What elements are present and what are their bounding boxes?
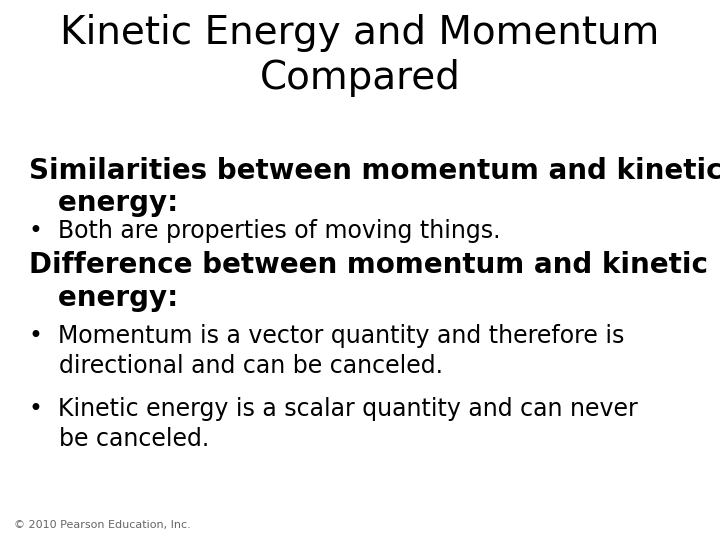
Text: •  Kinetic energy is a scalar quantity and can never
    be canceled.: • Kinetic energy is a scalar quantity an… — [29, 397, 637, 450]
Text: Kinetic Energy and Momentum
Compared: Kinetic Energy and Momentum Compared — [60, 14, 660, 97]
Text: Difference between momentum and kinetic
   energy:: Difference between momentum and kinetic … — [29, 251, 708, 312]
Text: Similarities between momentum and kinetic
   energy:: Similarities between momentum and kineti… — [29, 157, 720, 217]
Text: © 2010 Pearson Education, Inc.: © 2010 Pearson Education, Inc. — [14, 520, 191, 530]
Text: •  Momentum is a vector quantity and therefore is
    directional and can be can: • Momentum is a vector quantity and ther… — [29, 324, 624, 377]
Text: •  Both are properties of moving things.: • Both are properties of moving things. — [29, 219, 500, 242]
